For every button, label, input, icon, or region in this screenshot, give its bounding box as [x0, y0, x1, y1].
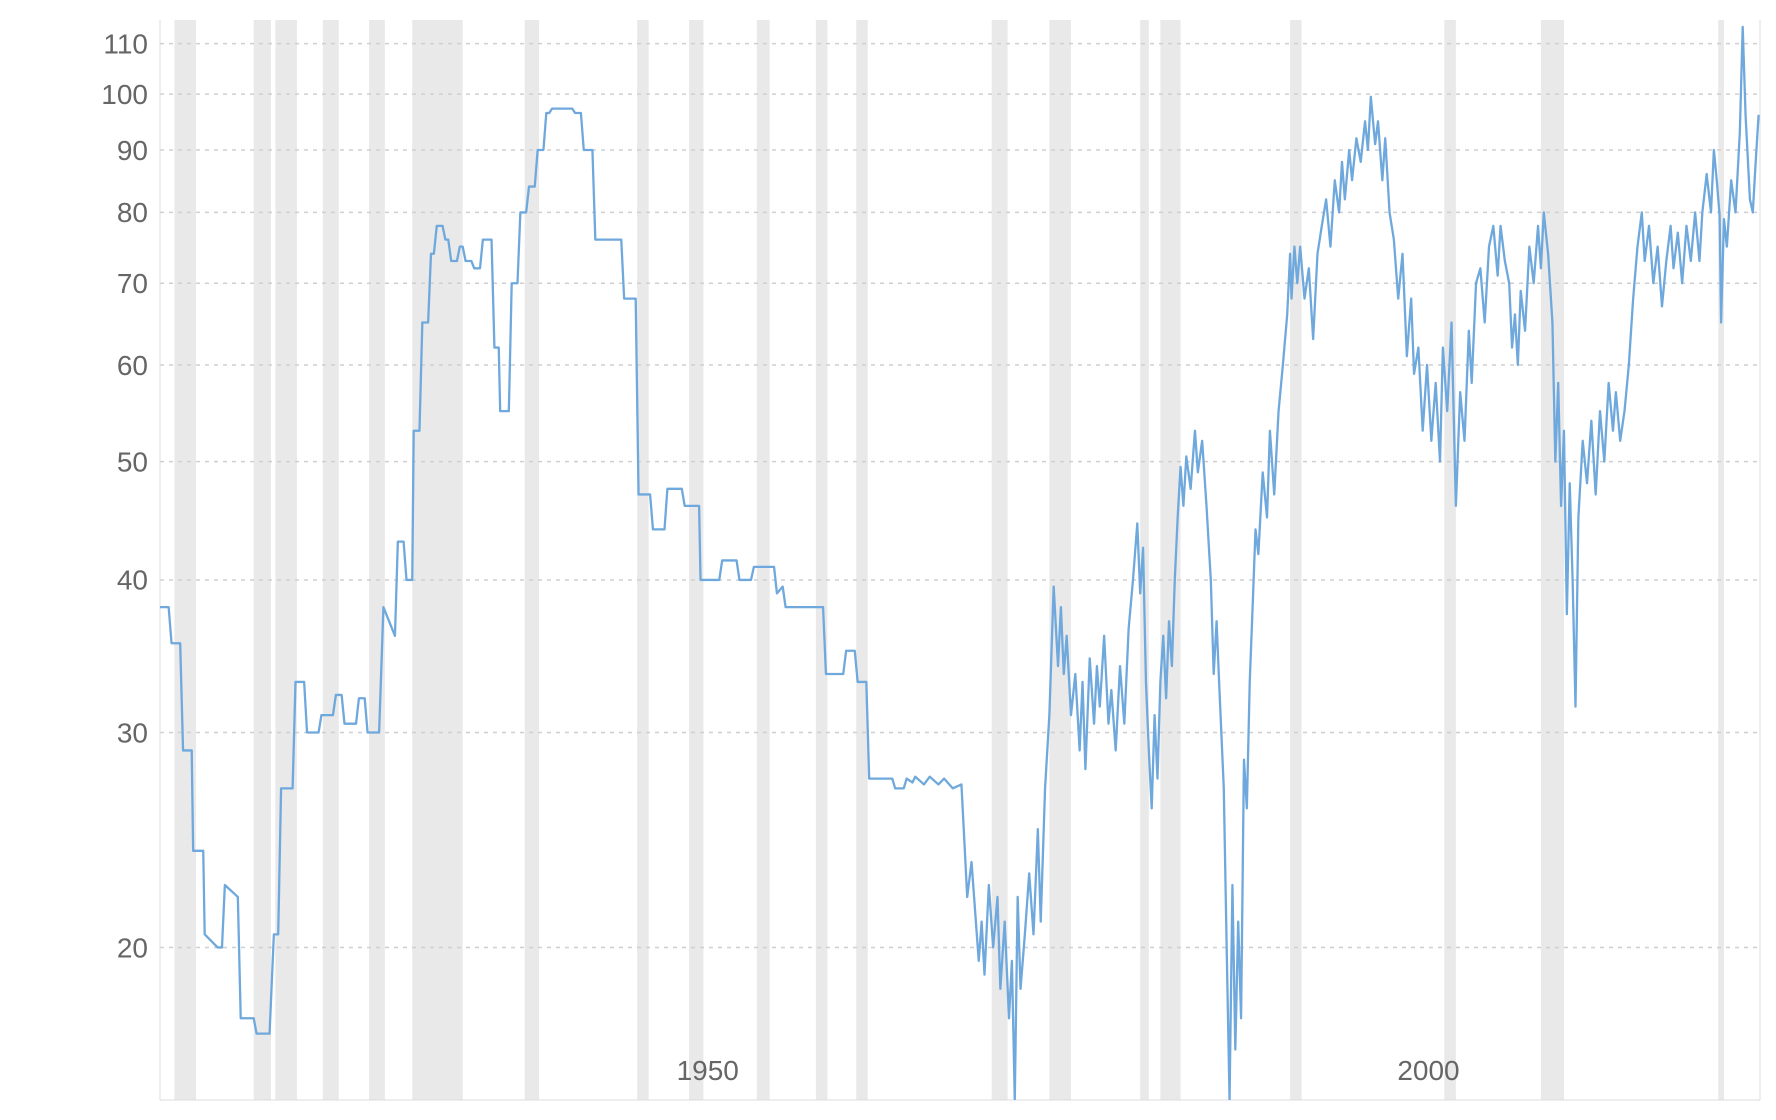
recession-band — [1290, 20, 1302, 1100]
recession-band — [856, 20, 868, 1100]
y-axis-label: 110 — [103, 28, 148, 59]
recession-band — [1049, 20, 1071, 1100]
y-axis-label: 60 — [117, 350, 148, 381]
recession-band — [1160, 20, 1180, 1100]
recession-band — [1718, 20, 1724, 1100]
recession-band — [275, 20, 297, 1100]
recession-band — [412, 20, 462, 1100]
recession-band — [757, 20, 770, 1100]
x-axis-label: 1950 — [677, 1055, 739, 1086]
recession-band — [525, 20, 539, 1100]
recession-band — [1541, 20, 1564, 1100]
recession-band — [637, 20, 649, 1100]
y-axis-label: 100 — [101, 79, 148, 110]
recession-band — [254, 20, 271, 1100]
y-axis-label: 30 — [117, 717, 148, 748]
recession-band — [1444, 20, 1456, 1100]
y-axis-label: 20 — [117, 932, 148, 963]
recession-band — [323, 20, 339, 1100]
line-chart: 20 30 40 50 60 70 80 90 100 110 1950 2000 — [0, 0, 1776, 1120]
recession-band — [816, 20, 828, 1100]
x-axis-label: 2000 — [1397, 1055, 1459, 1086]
recession-band — [174, 20, 196, 1100]
recession-band — [369, 20, 385, 1100]
y-axis-label: 90 — [117, 135, 148, 166]
y-axis-label: 80 — [117, 197, 148, 228]
y-axis-label: 50 — [117, 446, 148, 477]
y-axis-label: 40 — [117, 565, 148, 596]
chart-container: 20 30 40 50 60 70 80 90 100 110 1950 2000 — [0, 0, 1776, 1120]
y-axis-label: 70 — [117, 268, 148, 299]
